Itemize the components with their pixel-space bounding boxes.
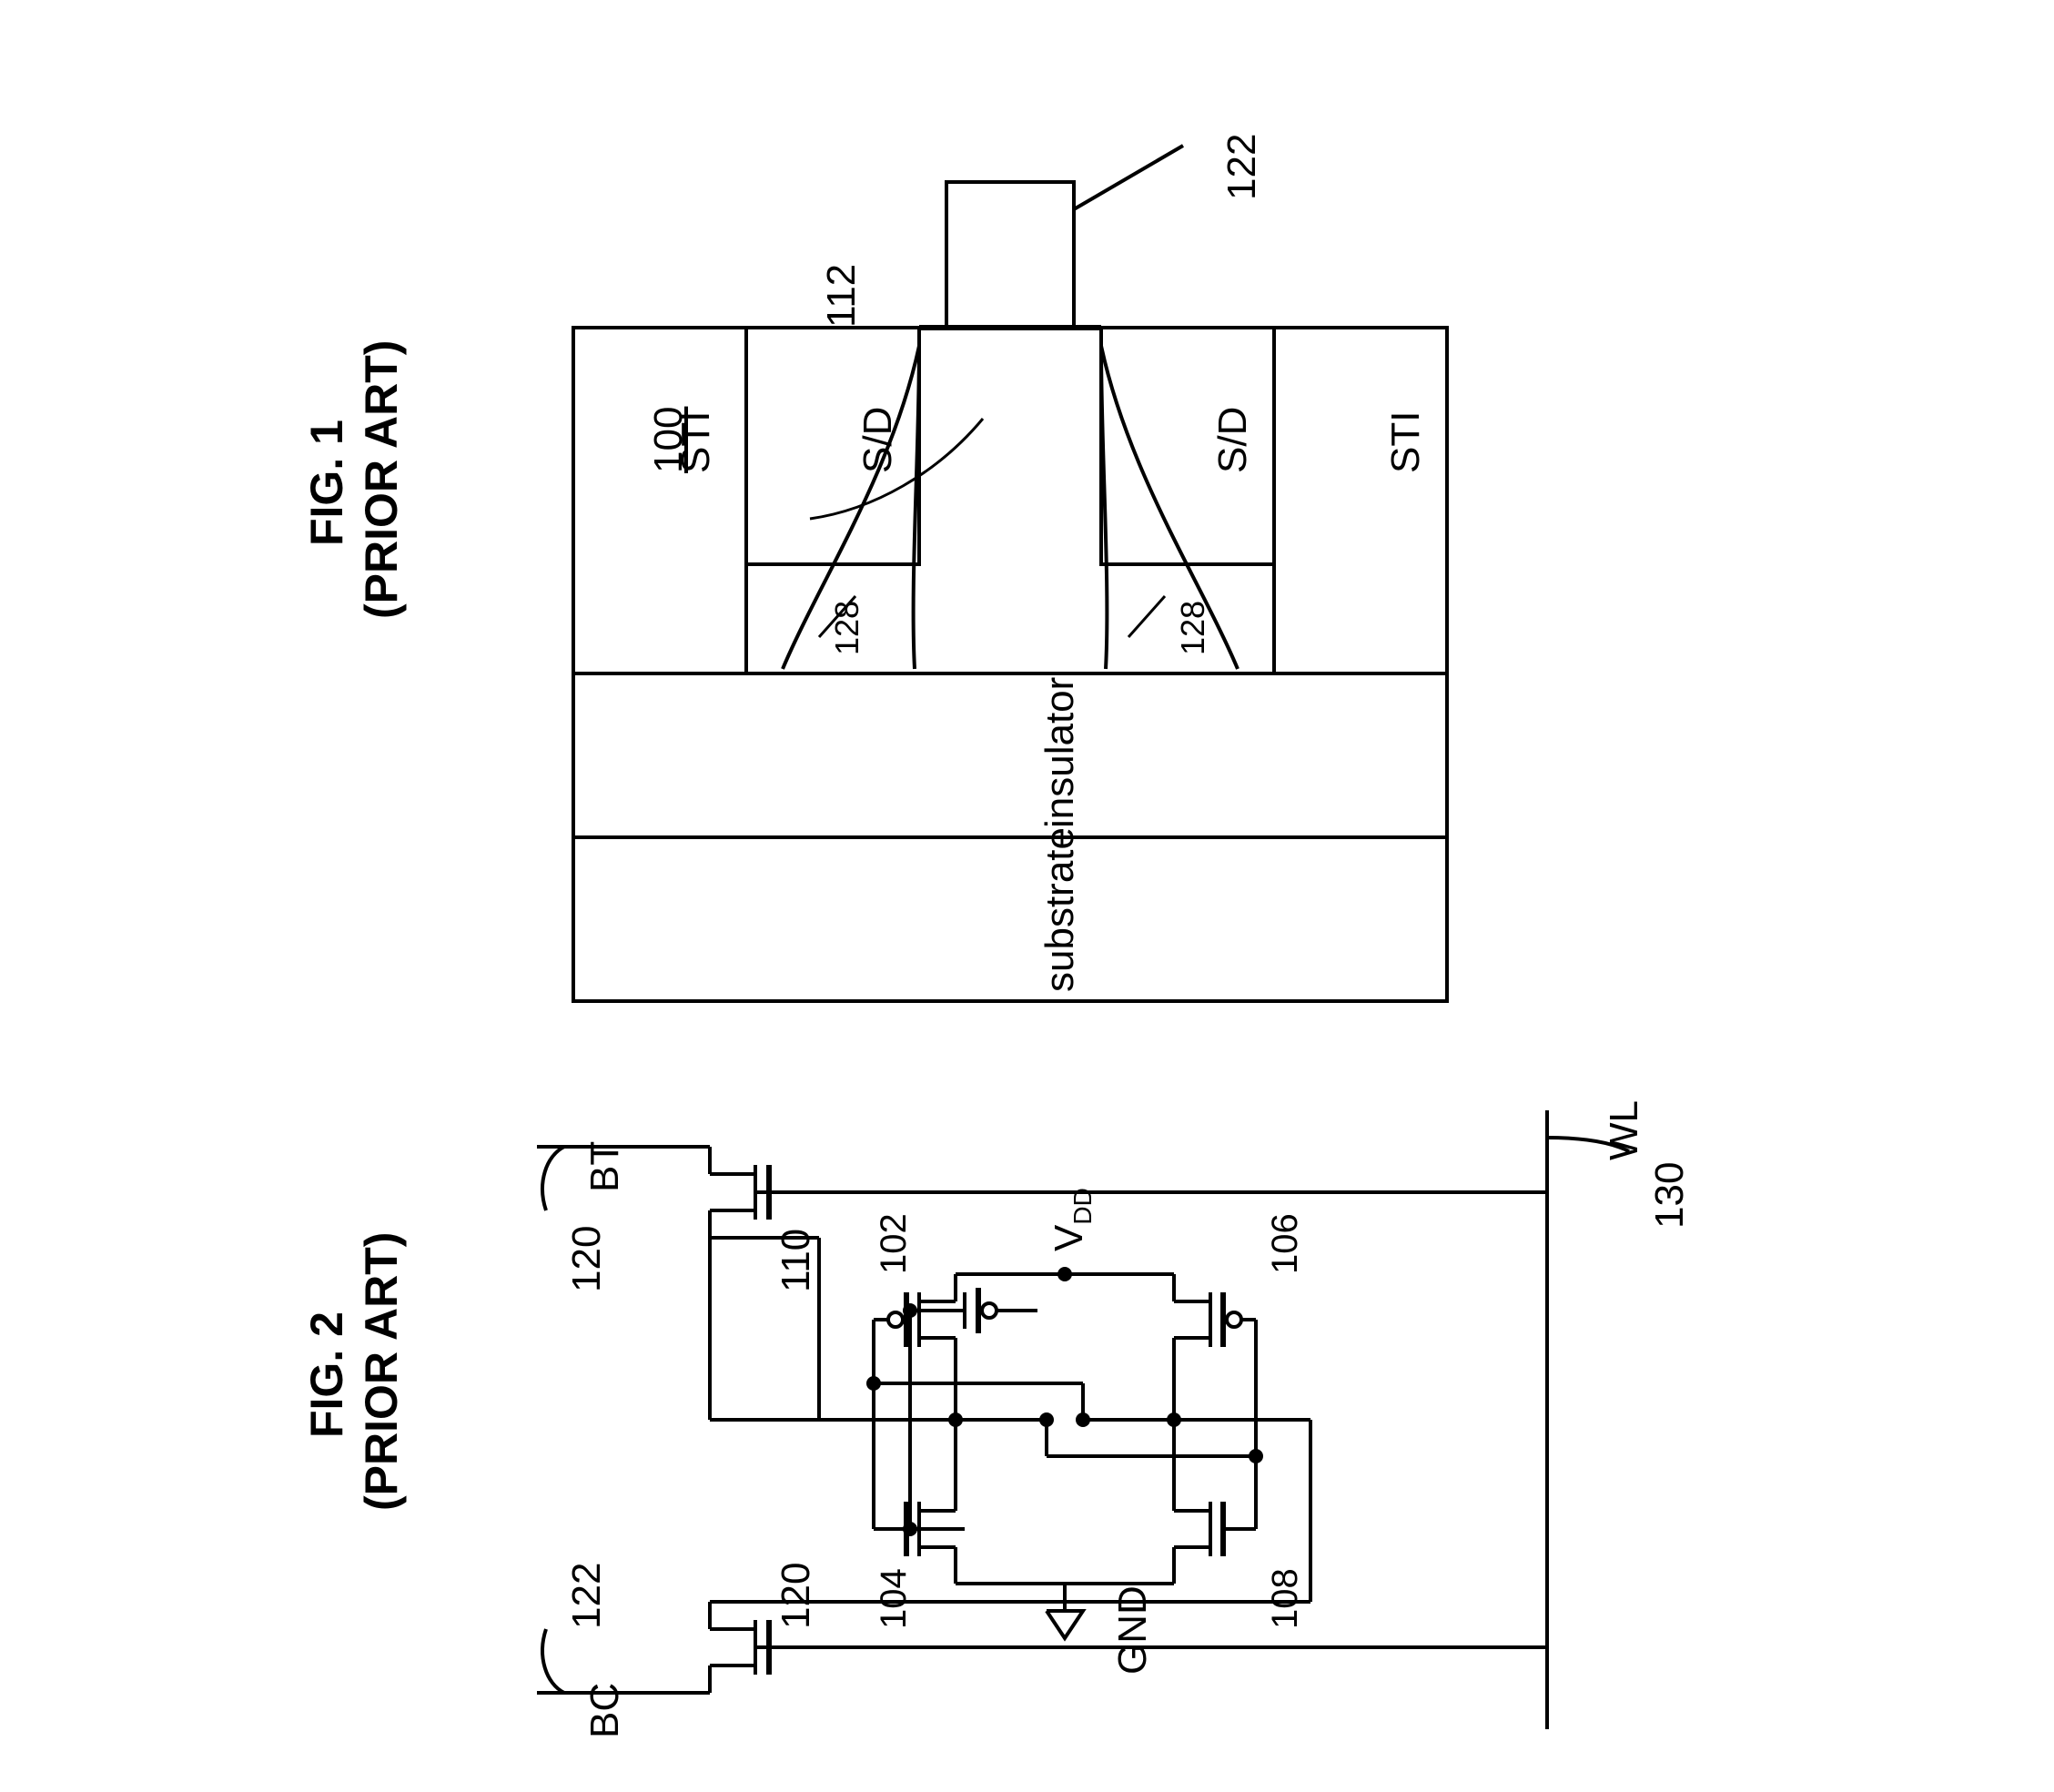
- fig2-label-gnd: GND: [1110, 1585, 1156, 1675]
- fig2-svg: [0, 0, 2054, 1792]
- fig2-label-bt: BT: [582, 1141, 628, 1192]
- fig2-ref-122-bc: 122: [564, 1563, 610, 1629]
- fig2-label-vdd: VDD: [1047, 1188, 1098, 1251]
- fig2-ref-120-bt: 120: [564, 1226, 610, 1292]
- fig2-ref-120-pass: 120: [774, 1563, 819, 1629]
- vdd-sub: DD: [1068, 1188, 1097, 1224]
- fig2-ref-108: 108: [1265, 1568, 1306, 1629]
- fig2-label-bc: BC: [582, 1683, 628, 1738]
- fig2-ref-130: 130: [1647, 1162, 1693, 1229]
- fig2-ref-102: 102: [874, 1213, 915, 1274]
- fig2-label-wl: WL: [1602, 1100, 1647, 1160]
- fig2-ref-106: 106: [1265, 1213, 1306, 1274]
- fig2-ref-104: 104: [874, 1568, 915, 1629]
- vdd-main: V: [1047, 1225, 1091, 1251]
- fig2-ref-110: 110: [774, 1229, 819, 1292]
